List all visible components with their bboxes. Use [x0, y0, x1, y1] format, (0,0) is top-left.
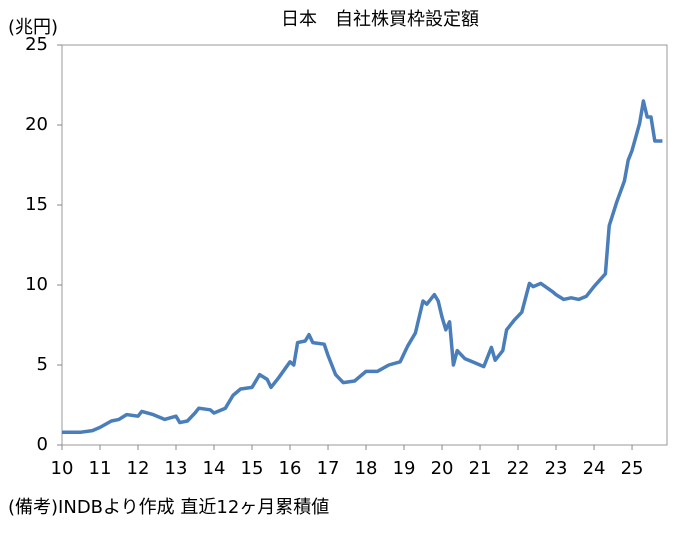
x-tick-label: 18	[355, 458, 378, 479]
y-tick-label: 0	[37, 434, 48, 455]
x-tick-label: 13	[165, 458, 188, 479]
note: (備考)INDBより作成 直近12ヶ月累積値	[8, 497, 329, 518]
y-axis-label: (兆円)	[8, 17, 58, 38]
x-tick-label: 17	[317, 458, 340, 479]
chart-title: 日本 自社株買枠設定額	[281, 9, 479, 30]
y-tick-label: 10	[25, 274, 48, 295]
x-tick-label: 23	[545, 458, 568, 479]
plot-frame	[61, 44, 668, 446]
x-tick-label: 15	[241, 458, 264, 479]
x-tick-label: 21	[469, 458, 492, 479]
x-tick-label: 19	[393, 458, 416, 479]
y-tick-label: 25	[25, 34, 48, 55]
x-tick-label: 22	[507, 458, 530, 479]
x-tick-label: 11	[89, 458, 112, 479]
y-tick-label: 5	[37, 354, 48, 375]
x-tick-label: 10	[51, 458, 74, 479]
x-tick-label: 12	[127, 458, 150, 479]
x-tick-label: 20	[431, 458, 454, 479]
x-tick-label: 24	[583, 458, 606, 479]
data-line	[62, 99, 663, 434]
x-tick-label: 25	[621, 458, 644, 479]
y-tick-label: 20	[25, 114, 48, 135]
x-tick-label: 16	[279, 458, 302, 479]
x-tick-label: 14	[203, 458, 226, 479]
y-tick-label: 15	[25, 194, 48, 215]
